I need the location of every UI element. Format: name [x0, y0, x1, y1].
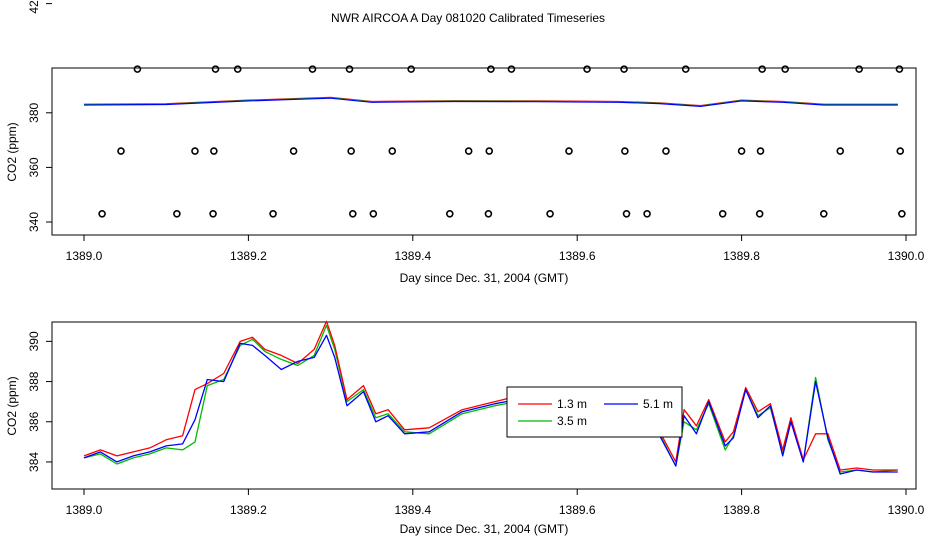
bottom-y-tick-label: 388 — [27, 371, 41, 391]
calibration-point — [191, 147, 199, 155]
calibration-point — [464, 147, 473, 155]
calibration-point — [758, 65, 766, 73]
bottom-x-tick-label: 1389.2 — [230, 503, 267, 517]
calibration-point — [681, 65, 690, 73]
top-trace-5-1m — [83, 97, 898, 108]
calibration-point — [484, 210, 493, 218]
calibration-point — [643, 210, 651, 218]
bottom-y-tick-label: 386 — [27, 411, 41, 431]
top-x-axis: 1389.0 1389.2 1389.4 1389.6 1389.8 1390.0 — [66, 235, 925, 263]
calibration-point — [233, 65, 242, 73]
top-plot-frame — [51, 67, 917, 236]
legend-label-5-1m: 5.1 m — [643, 397, 673, 411]
top-panel: 1389.0 1389.2 1389.4 1389.6 1389.8 1390.0 340… — [5, 0, 925, 285]
bottom-x-tick-label: 1389.4 — [394, 503, 431, 517]
legend: 1.3 m 5.1 m 3.5 m — [506, 386, 683, 438]
calibration-point — [289, 147, 298, 155]
bottom-panel: 1389.0 1389.2 1389.4 1389.6 1389.8 1390.0 384… — [5, 320, 925, 536]
bottom-series-lines — [83, 320, 898, 475]
bottom-x-axis: 1389.0 1389.2 1389.4 1389.6 1389.8 1390.0 — [66, 489, 925, 517]
bottom-y-tick-label: 390 — [27, 331, 41, 351]
calibration-point — [718, 210, 727, 218]
top-x-tick-label: 1389.8 — [723, 249, 760, 263]
calibration-point — [269, 210, 277, 218]
top-y-tick-label: 420 — [27, 0, 41, 14]
chart-title: NWR AIRCOA A Day 081020 Calibrated Times… — [331, 11, 605, 25]
calibration-point — [507, 65, 516, 73]
calibration-point — [133, 65, 142, 73]
calibration-point — [487, 65, 495, 73]
top-y-tick-label: 360 — [27, 157, 41, 177]
calibration-point — [211, 65, 220, 73]
calibration-point — [898, 210, 906, 218]
series-line-5-1-m — [83, 334, 898, 475]
top-x-tick-label: 1389.2 — [230, 249, 267, 263]
bottom-y-tick-label: 384 — [27, 452, 41, 472]
top-x-axis-label: Day since Dec. 31, 2004 (GMT) — [400, 271, 569, 285]
bottom-x-axis-label: Day since Dec. 31, 2004 (GMT) — [400, 522, 569, 536]
calibration-point — [756, 147, 765, 155]
calibration-point — [819, 210, 828, 218]
top-x-tick-label: 1389.6 — [559, 249, 596, 263]
series-line-1-3-m — [83, 320, 898, 471]
calibration-point — [173, 210, 181, 218]
calibration-point — [210, 147, 218, 155]
legend-label-1-3m: 1.3 m — [557, 397, 587, 411]
calibration-point — [755, 210, 764, 218]
top-x-tick-label: 1389.0 — [66, 249, 103, 263]
top-marks — [83, 65, 906, 218]
calibration-point — [117, 147, 125, 155]
calibration-point — [620, 65, 628, 73]
top-x-tick-label: 1389.4 — [394, 249, 431, 263]
calibration-point — [348, 210, 357, 218]
top-y-axis: 340 360 380 420 — [27, 0, 52, 232]
calibration-point — [369, 210, 378, 218]
calibration-point — [622, 210, 631, 218]
calibration-point — [565, 147, 573, 155]
bottom-x-tick-label: 1389.6 — [559, 503, 596, 517]
calibration-point — [621, 147, 629, 155]
calibration-point — [485, 147, 494, 155]
calibration-point — [345, 65, 354, 73]
series-line-3-5-m — [83, 324, 898, 473]
calibration-point — [445, 210, 454, 218]
calibration-point — [855, 65, 863, 73]
legend-label-3-5m: 3.5 m — [557, 414, 587, 428]
calibration-point — [388, 147, 397, 155]
calibration-point — [407, 65, 415, 73]
calibration-point — [98, 210, 106, 218]
calibration-point — [583, 65, 591, 73]
calibration-point — [895, 65, 904, 73]
calibration-point — [781, 65, 789, 73]
top-y-tick-label: 380 — [27, 102, 41, 122]
calibration-point — [308, 65, 317, 73]
calibration-point — [546, 210, 554, 218]
calibration-point — [662, 147, 670, 155]
bottom-x-tick-label: 1389.0 — [66, 503, 103, 517]
bottom-x-tick-label: 1389.8 — [723, 503, 760, 517]
calibration-point — [209, 210, 217, 218]
bottom-plot-frame — [51, 321, 917, 490]
top-y-axis-label: CO2 (ppm) — [5, 122, 19, 181]
calibration-point — [737, 147, 746, 155]
bottom-y-axis: 384 386 388 390 — [27, 331, 52, 472]
bottom-x-tick-label: 1390.0 — [888, 503, 925, 517]
calibration-point — [896, 147, 905, 155]
top-y-tick-label: 340 — [27, 212, 41, 232]
top-x-tick-label: 1390.0 — [888, 249, 925, 263]
legend-box — [506, 386, 683, 438]
calibration-point — [836, 147, 845, 155]
calibration-point — [347, 147, 355, 155]
bottom-y-axis-label: CO2 (ppm) — [5, 376, 19, 435]
